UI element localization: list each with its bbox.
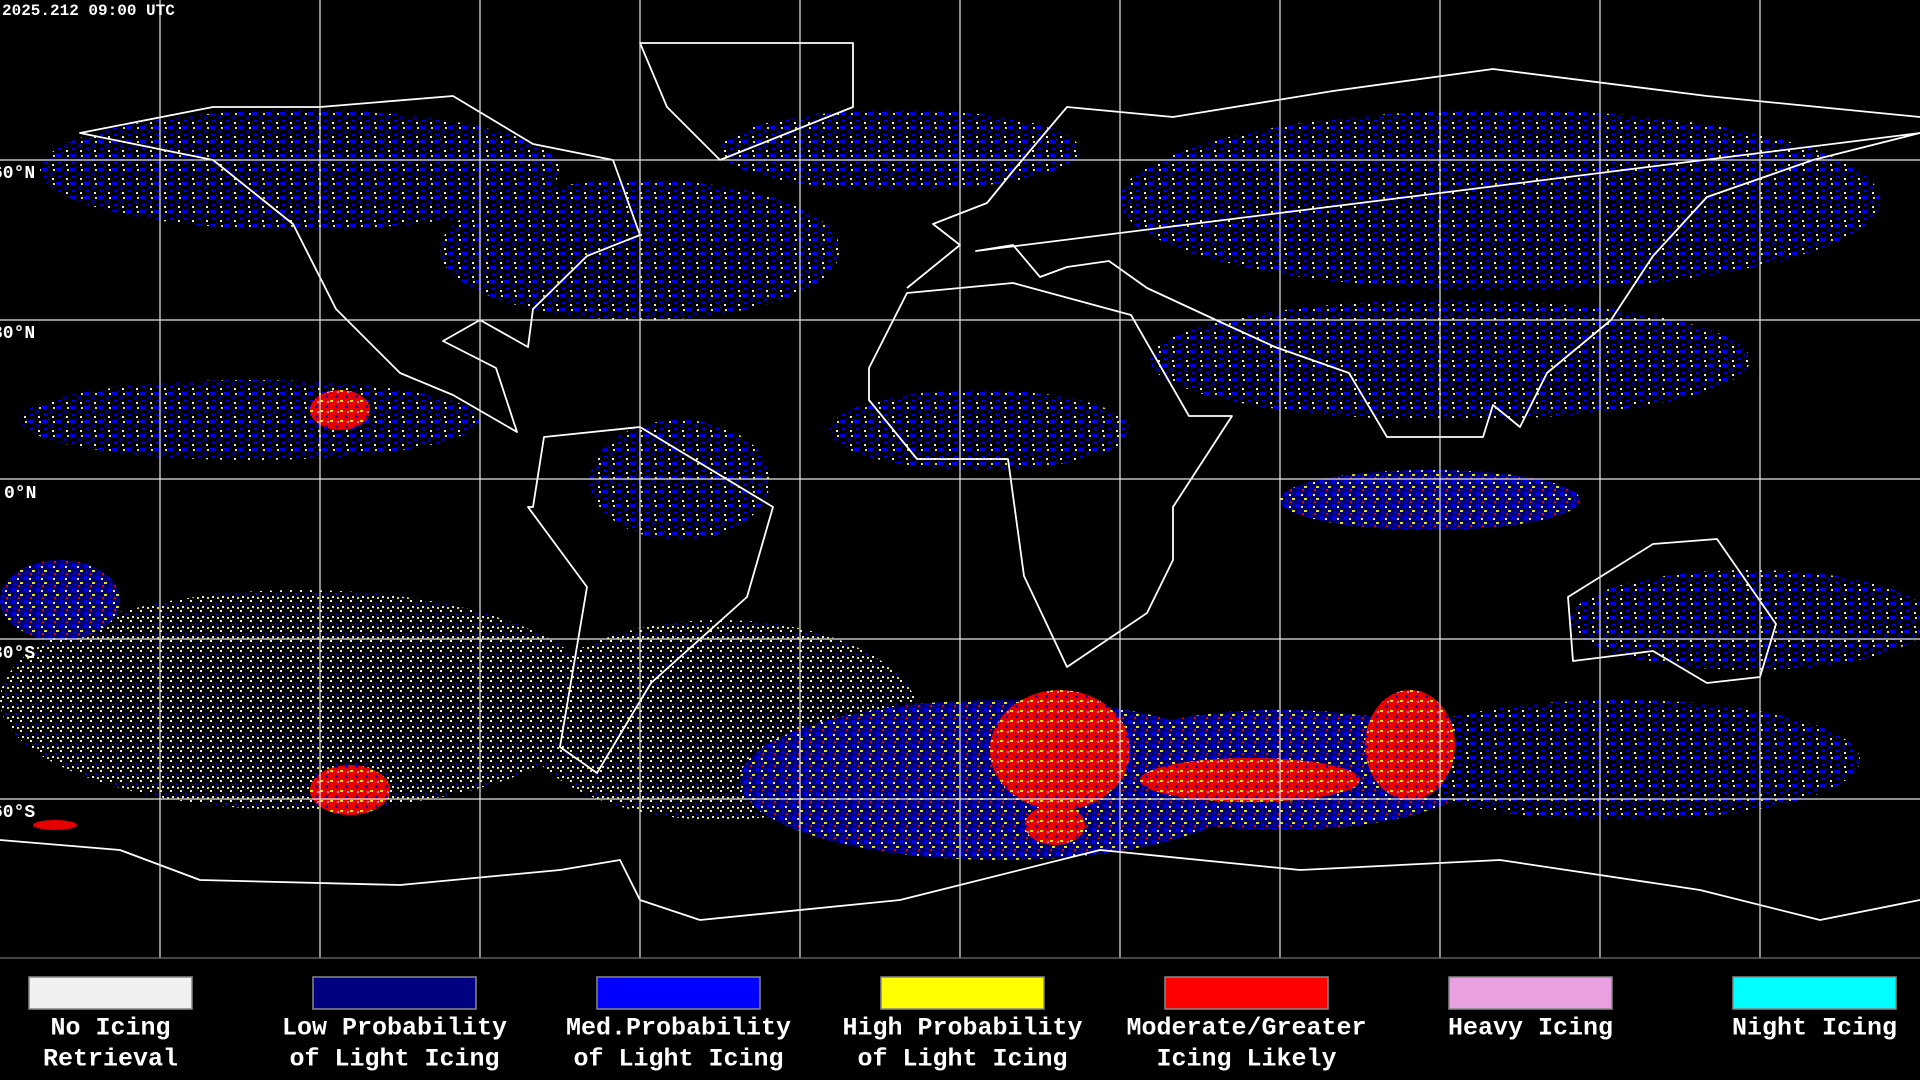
legend-label: Low Probability [282, 1014, 507, 1043]
icing-area [0, 590, 600, 810]
coastline [868, 282, 1233, 668]
icing-area [20, 380, 480, 460]
icing-area [990, 690, 1130, 810]
icing-area [310, 765, 390, 815]
legend-label: Moderate/Greater [1126, 1014, 1366, 1043]
icing-area [40, 110, 560, 230]
icing-area [720, 110, 1080, 190]
legend-swatch [1732, 976, 1897, 1010]
legend-label: Heavy Icing [1448, 1014, 1613, 1043]
legend-label: Icing Likely [1156, 1045, 1336, 1074]
legend-swatch [312, 976, 477, 1010]
legend-label: of Light Icing [857, 1045, 1067, 1074]
legend-label: Med.Probability [566, 1014, 791, 1043]
latitude-label: 60°N [0, 164, 35, 184]
coastline [639, 42, 854, 161]
latitude-label: 30°N [0, 324, 35, 344]
coastline [0, 839, 1920, 921]
icing-area [310, 390, 370, 430]
legend-swatch [596, 976, 761, 1010]
icing-area [1150, 300, 1750, 420]
legend-swatch [1164, 976, 1329, 1010]
coastline [527, 426, 774, 774]
timestamp: 2025.212 09:00 UTC [2, 2, 175, 20]
coastline [906, 68, 1920, 438]
legend-swatch [28, 976, 193, 1010]
legend-swatch [1448, 976, 1613, 1010]
legend-label: Retrieval [43, 1045, 178, 1074]
legend-label: of Light Icing [289, 1045, 499, 1074]
icing-area [1365, 690, 1455, 800]
latitude-label: 30°S [0, 644, 35, 664]
latitude-label: 0°N [4, 484, 36, 504]
icing-area [1280, 470, 1580, 530]
icing-area [1120, 110, 1880, 290]
graticule [0, 0, 1920, 959]
icing-area [830, 390, 1130, 470]
icing-area [33, 820, 77, 830]
icing-area [0, 560, 120, 640]
icing-area [1380, 700, 1860, 820]
icing-area [590, 420, 770, 540]
legend-label: of Light Icing [573, 1045, 783, 1074]
legend-label: High Probability [842, 1014, 1082, 1043]
legend-label: No Icing [50, 1014, 170, 1043]
icing-area [1025, 805, 1085, 845]
icing-area [1570, 570, 1920, 670]
legend-label: Night Icing [1732, 1014, 1897, 1043]
latitude-label: 60°S [0, 803, 35, 823]
legend-swatch [880, 976, 1045, 1010]
icing-area [1140, 758, 1360, 802]
